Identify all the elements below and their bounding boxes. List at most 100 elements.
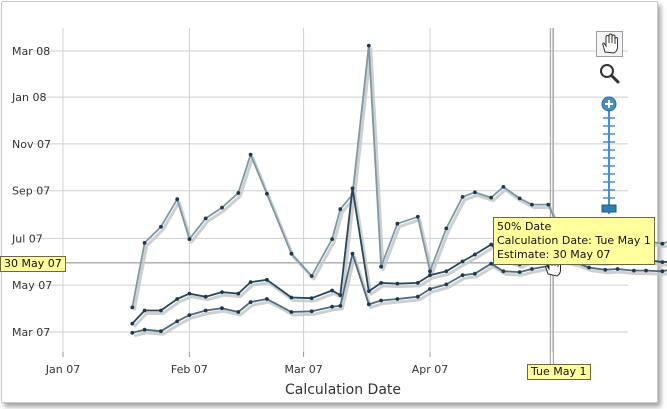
data-point xyxy=(415,294,420,299)
data-point xyxy=(603,267,608,272)
data-point xyxy=(428,273,432,278)
data-point xyxy=(379,298,383,303)
data-point xyxy=(460,195,465,199)
data-point xyxy=(660,260,665,264)
data-point xyxy=(644,268,648,273)
data-point xyxy=(338,293,343,297)
data-point xyxy=(175,297,180,301)
series-shadow xyxy=(133,255,667,338)
data-point xyxy=(203,216,208,221)
y-tick-label: Jul 07 xyxy=(11,232,43,245)
data-point xyxy=(309,296,314,301)
data-point xyxy=(489,242,494,247)
data-point xyxy=(289,310,294,314)
data-point xyxy=(415,281,420,285)
data-point xyxy=(265,277,269,282)
data-point xyxy=(350,251,355,256)
y-tick-label: May 07 xyxy=(12,279,52,292)
data-point xyxy=(428,269,432,274)
data-point xyxy=(220,205,224,210)
data-point xyxy=(501,269,506,274)
tooltip-estimate: Estimate: 30 May 07 xyxy=(497,248,611,261)
data-point xyxy=(587,265,591,270)
data-point xyxy=(366,302,371,307)
data-point xyxy=(615,267,620,271)
data-point xyxy=(338,207,343,212)
x-tick-label: Mar 07 xyxy=(284,363,322,376)
data-point xyxy=(159,308,163,313)
magnifier-icon xyxy=(600,64,620,84)
data-point xyxy=(236,310,241,314)
data-point xyxy=(473,252,477,257)
data-point xyxy=(489,195,494,200)
data-point xyxy=(460,273,465,278)
data-point xyxy=(395,297,400,301)
x-axis-label: Calculation Date xyxy=(285,382,401,398)
y-tick-label: Mar 08 xyxy=(12,45,50,58)
x-crosshair-flag: Tue May 1 xyxy=(527,364,591,380)
zoom-slider[interactable] xyxy=(601,96,617,214)
data-point xyxy=(175,197,180,202)
data-point xyxy=(265,297,269,301)
data-point xyxy=(187,237,192,242)
data-point xyxy=(248,152,253,157)
data-point xyxy=(428,287,432,291)
data-point xyxy=(330,304,334,309)
data-point xyxy=(517,270,522,274)
data-point xyxy=(660,269,665,274)
data-point xyxy=(395,281,400,286)
tooltip-title: 50% Date xyxy=(497,220,552,233)
data-point xyxy=(379,264,383,269)
data-point xyxy=(248,280,253,284)
data-point xyxy=(289,295,294,300)
data-point xyxy=(130,305,135,310)
x-tick-label: Apr 07 xyxy=(412,363,449,376)
pan-tool-button[interactable] xyxy=(596,31,623,57)
data-point xyxy=(236,191,241,195)
data-point xyxy=(546,202,551,207)
zoom-thumb[interactable] xyxy=(601,204,617,213)
data-point xyxy=(142,241,147,245)
data-point xyxy=(159,224,163,229)
data-point xyxy=(501,185,506,189)
data-point xyxy=(142,308,147,313)
series-line xyxy=(132,252,667,334)
pan-hand-icon xyxy=(602,33,618,54)
data-tooltip: 50% Date Calculation Date: Tue May 1 Est… xyxy=(493,217,655,265)
data-point xyxy=(203,308,208,313)
data-point xyxy=(444,269,449,274)
data-point xyxy=(530,267,534,271)
x-tick-label: Jan 07 xyxy=(45,363,80,376)
data-point xyxy=(175,319,180,324)
zoom-tool-button[interactable] xyxy=(597,61,622,86)
y-crosshair-flag: 30 May 07 xyxy=(0,256,66,272)
data-point xyxy=(187,313,192,317)
data-point xyxy=(236,291,241,296)
data-point xyxy=(350,186,355,191)
data-point xyxy=(366,289,371,294)
data-point xyxy=(289,251,294,256)
data-point xyxy=(415,214,420,219)
data-point xyxy=(220,290,224,294)
data-point xyxy=(444,226,449,231)
chart-window xyxy=(1,1,658,403)
data-point xyxy=(265,191,269,196)
data-point xyxy=(330,288,334,293)
y-tick-label: Sep 07 xyxy=(12,185,50,198)
tooltip-calculation-date: Calculation Date: Tue May 1 xyxy=(497,234,651,247)
data-point xyxy=(473,190,477,195)
data-point xyxy=(460,259,465,264)
data-point xyxy=(203,294,208,299)
data-point xyxy=(517,196,522,201)
series-shadow xyxy=(132,47,667,311)
y-tick-label: Mar 07 xyxy=(12,326,50,339)
data-point xyxy=(379,281,383,285)
data-point xyxy=(473,271,477,276)
data-point xyxy=(220,306,224,311)
data-point xyxy=(142,327,147,332)
data-point xyxy=(187,291,192,296)
data-point xyxy=(330,237,334,242)
data-point xyxy=(632,268,636,273)
data-point xyxy=(159,329,163,334)
